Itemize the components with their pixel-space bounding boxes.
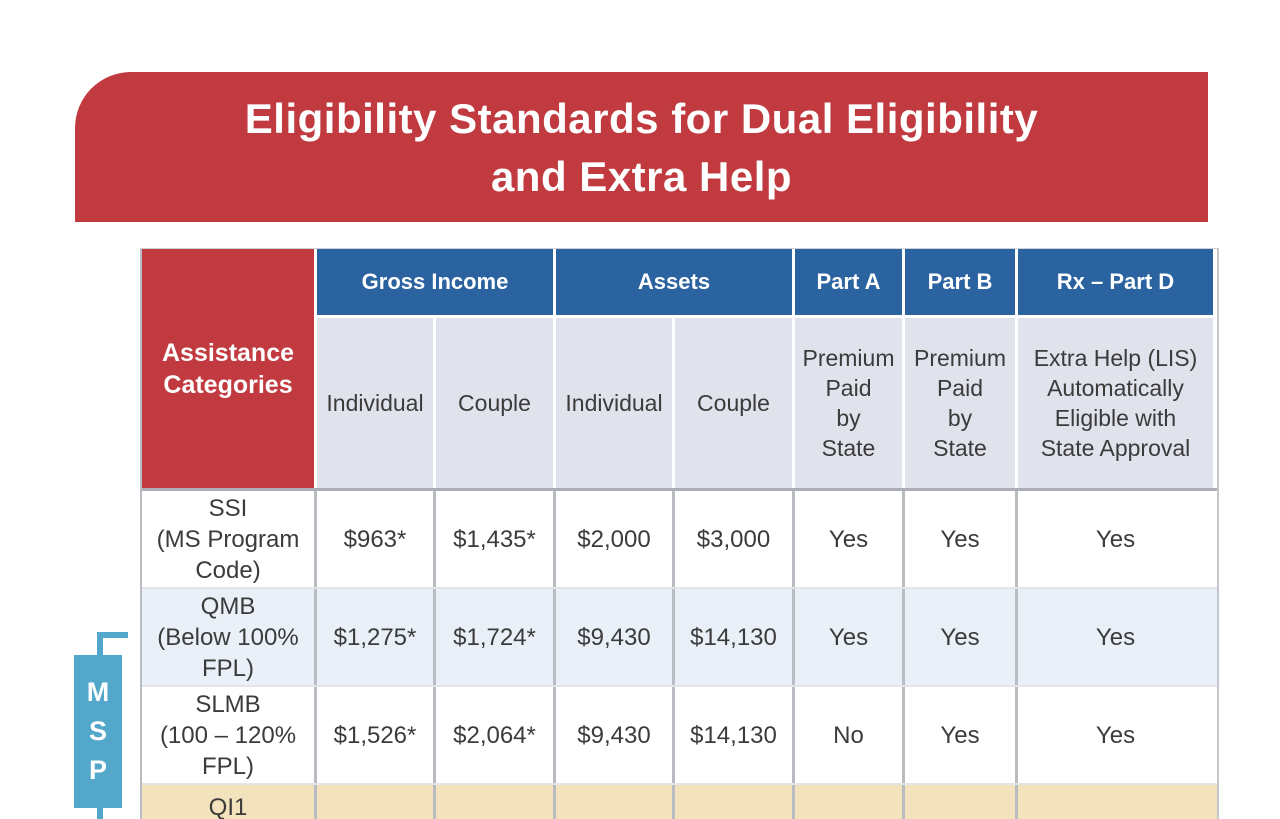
cell-rx-part-d [1018,785,1213,819]
msp-label-text: M S P [86,677,110,785]
cell-assets-couple: $14,130 [675,589,795,685]
table-row-slmb: SLMB (100 – 120% FPL) $1,526* $2,064* $9… [142,685,1217,783]
cell-assets-individual: $9,430 [556,589,675,685]
cell-part-a [795,785,905,819]
msp-label-badge: M S P [74,655,122,808]
table-header: Assistance Categories Gross Income Asset… [142,249,1217,488]
cell-income-couple: $1,724* [436,589,556,685]
cell-rx-part-d: Yes [1095,623,1136,651]
cell-income-individual [317,785,436,819]
cell-income-individual: $1,526* [317,687,436,783]
sub-header-row: Individual Couple Individual Couple Prem… [317,318,1217,488]
row-category: QMB (Below 100% FPL) [142,589,317,685]
cell-assets-couple: $3,000 [675,491,795,587]
slide-title-line-2: and Extra Help [490,153,793,200]
eligibility-table: Assistance Categories Gross Income Asset… [140,248,1219,819]
group-header-gross-income: Gross Income [317,249,556,315]
row-category: QI1 [142,785,317,819]
cell-income-couple: $1,435* [436,491,556,587]
group-header-assets: Assets [556,249,795,315]
cell-income-couple: $2,064* [436,687,556,783]
sub-header-assets-individual: Individual [556,318,675,488]
cell-part-b: Yes [905,589,1018,685]
table-row-qi1: QI1 [142,783,1217,819]
row-category: SSI (MS Program Code) [142,491,317,587]
sub-header-income-individual: Individual [317,318,436,488]
table-body: SSI (MS Program Code) $963* $1,435* $2,0… [142,488,1217,819]
cell-assets-individual: $9,430 [556,687,675,783]
cell-part-a: Yes [795,589,905,685]
table-row-qmb: QMB (Below 100% FPL) $1,275* $1,724* $9,… [142,587,1217,685]
cell-assets-individual [556,785,675,819]
title-banner: Eligibility Standards for Dual Eligibili… [75,72,1208,222]
sub-header-rx-extra-help: Extra Help (LIS) Automatically Eligible … [1018,318,1213,488]
cell-income-individual: $963* [317,491,436,587]
cell-assets-individual: $2,000 [556,491,675,587]
cell-rx-part-d: Yes [1095,721,1136,749]
cell-part-a: No [795,687,905,783]
msp-bracket-tick [97,632,128,638]
sub-header-part-b-premium: Premium Paid by State [905,318,1018,488]
cell-income-individual: $1,275* [317,589,436,685]
group-header-row: Gross Income Assets Part A Part B Rx – P… [317,249,1217,315]
cell-assets-couple: $14,130 [675,687,795,783]
corner-header-assistance-categories: Assistance Categories [142,249,314,488]
cell-income-couple [436,785,556,819]
cell-part-b: Yes [905,491,1018,587]
slide-title-line-1: Eligibility Standards for Dual Eligibili… [244,95,1039,142]
table-row-ssi: SSI (MS Program Code) $963* $1,435* $2,0… [142,491,1217,587]
cell-assets-couple [675,785,795,819]
cell-part-b [905,785,1018,819]
sub-header-part-a-premium: Premium Paid by State [795,318,905,488]
sub-header-assets-couple: Couple [675,318,795,488]
group-header-rx-part-d: Rx – Part D [1018,249,1213,315]
sub-header-income-couple: Couple [436,318,556,488]
cell-part-a: Yes [795,491,905,587]
row-category: SLMB (100 – 120% FPL) [142,687,317,783]
cell-rx-part-d: Yes [1095,525,1136,553]
cell-part-b: Yes [905,687,1018,783]
group-header-part-b: Part B [905,249,1018,315]
group-header-part-a: Part A [795,249,905,315]
